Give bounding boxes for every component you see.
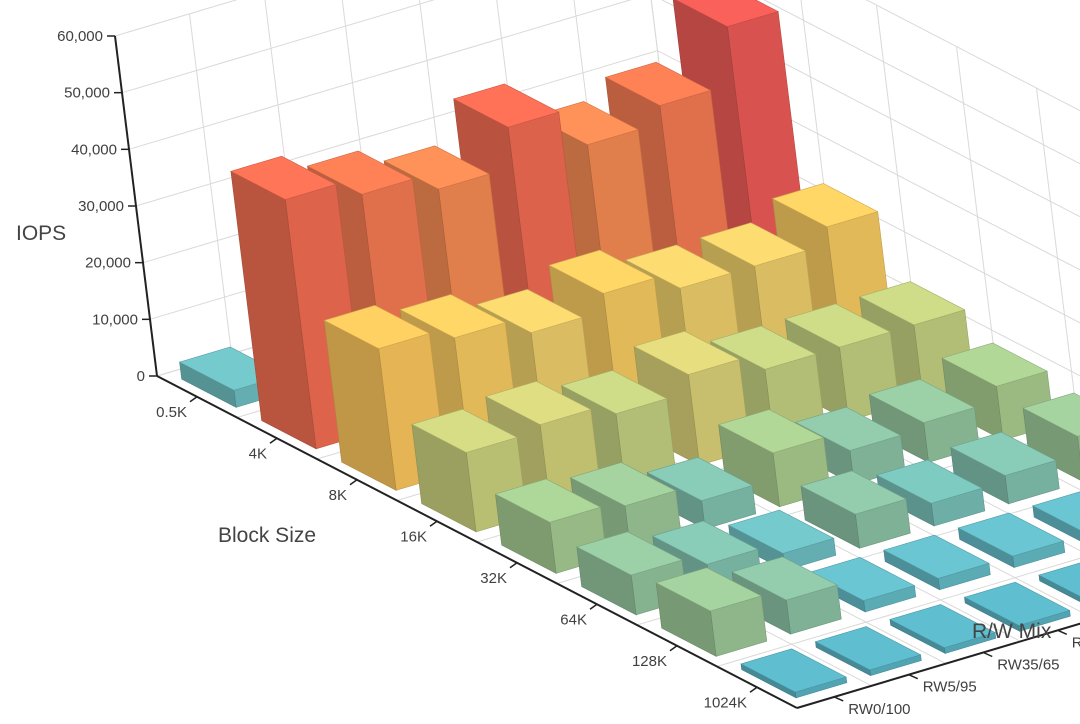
- x-tick-label: 16K: [400, 528, 427, 545]
- y-tick-label: 20,000: [85, 255, 131, 272]
- x-axis-line: [156, 375, 798, 709]
- z-axis-title: R/W Mix: [972, 620, 1052, 643]
- y-tick-label: 0: [137, 368, 145, 385]
- x-tick-label: 1024K: [704, 694, 747, 711]
- bar-1024K-RW35/65: [889, 604, 997, 654]
- bar-1024K-RW0/100: [740, 648, 848, 699]
- z-tick-label: RW35/65: [997, 657, 1059, 674]
- x-tick-mark: [189, 396, 198, 403]
- bar-64K-RW50/50: [800, 470, 911, 549]
- x-tick-mark: [269, 437, 278, 444]
- x-tick-mark: [349, 479, 358, 486]
- z-tick-label: RW50/50: [1072, 634, 1080, 651]
- bar-64K-RW65/35: [876, 459, 986, 527]
- y-gridline: [114, 0, 1080, 112]
- bar-128K-RW95/5: [1032, 491, 1080, 542]
- x-tick-mark: [509, 562, 518, 569]
- bar-64K-RW95/5: [949, 431, 1060, 505]
- y-axis-title: IOPS: [16, 222, 66, 245]
- z-tick-mark: [833, 696, 844, 702]
- x-gridline: [716, 557, 1080, 667]
- x-tick-mark: [429, 520, 438, 527]
- bar-1024K-RW65/35: [1038, 562, 1080, 603]
- z-tick-label: RW0/100: [848, 701, 910, 718]
- bar-1024K-RW50/50: [963, 581, 1071, 632]
- bar-32K-RW0/100: [494, 478, 608, 574]
- bars: [178, 0, 1080, 699]
- bar-64K-RW100/0: [1022, 392, 1080, 481]
- y-tick-label: 50,000: [64, 85, 110, 102]
- bar-128K-RW0/100: [655, 567, 768, 657]
- z-tick-mark: [1057, 629, 1068, 635]
- y-gridline: [128, 0, 1080, 218]
- bar-128K-RW50/50: [883, 534, 991, 591]
- bar-64K-RW35/65: [727, 509, 837, 571]
- y-gridline: [121, 0, 1080, 165]
- x-tick-label: 8K: [329, 487, 347, 504]
- x-tick-mark: [669, 645, 678, 652]
- axis-labels: 0 10,000 20,000 30,000 40,000 50,000 60,000 0.5…: [57, 28, 1080, 718]
- axes: [107, 35, 1080, 709]
- x-tick-label: 64K: [560, 611, 587, 628]
- bar-128K-RW65/35: [957, 512, 1066, 569]
- bar-32K-RW100/0: [941, 342, 1055, 441]
- x-tick-label: 32K: [480, 570, 507, 587]
- x-tick-mark: [749, 686, 758, 693]
- bar-1024K-RW5/95: [814, 626, 922, 677]
- x-axis-title: Block Size: [218, 524, 316, 547]
- z-tick-label: RW5/95: [923, 679, 977, 696]
- z-tick-mark: [908, 674, 919, 680]
- z-tick-mark: [982, 651, 993, 658]
- x-tick-mark: [589, 603, 598, 610]
- x-tick-label: 0.5K: [156, 404, 187, 421]
- y-tick-label: 40,000: [71, 141, 117, 158]
- y-tick-label: 60,000: [57, 28, 103, 45]
- x-tick-label: 4K: [249, 445, 267, 462]
- x-tick-label: 128K: [632, 653, 667, 670]
- y-tick-label: 30,000: [78, 198, 124, 215]
- y-tick-label: 10,000: [92, 311, 138, 328]
